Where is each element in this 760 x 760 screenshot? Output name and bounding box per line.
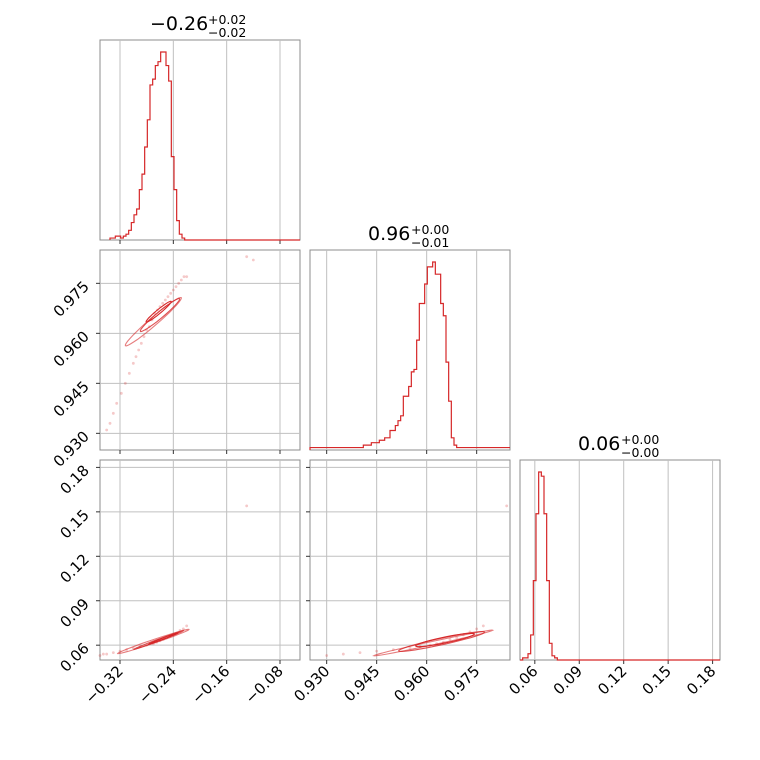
sample-point [475, 627, 479, 631]
x-tick-label: 0.06 [505, 662, 541, 698]
param-1-summary-title: 0.96 [368, 223, 410, 245]
sample-point [131, 361, 135, 365]
sample-point [134, 355, 138, 359]
sample-point [251, 258, 255, 262]
scatter-panel-1-2: 0.930 0.945 0.960 0.975 [290, 459, 511, 705]
sample-point [166, 295, 170, 299]
y-tick-label: 0.960 [50, 327, 93, 370]
y-tick-label: 0.930 [50, 427, 93, 470]
sample-point [375, 649, 379, 653]
x-tick-label: −0.32 [82, 662, 127, 707]
scatter-panel-0-2: −0.32 −0.24 −0.16 −0.080.060.090.120.150.18 [56, 459, 301, 707]
param-1-summary-lower: −0.01 [411, 235, 449, 250]
y-tick-label: 0.06 [56, 639, 92, 675]
y-tick-label: 0.09 [56, 595, 92, 631]
x-tick-label: 0.945 [340, 662, 383, 705]
sample-point [505, 504, 509, 508]
param-0-summary-title: −0.26 [150, 13, 208, 35]
x-tick-label: −0.24 [135, 662, 180, 707]
y-tick-label: 0.975 [50, 277, 93, 320]
sample-point [185, 275, 189, 279]
sample-point [448, 637, 452, 641]
histogram-step-line [109, 51, 300, 241]
x-tick-label: 0.09 [550, 662, 586, 698]
panels-layer: 0.06 0.09 0.12 0.15 0.180.9300.9450.9600.975… [50, 39, 721, 707]
panel-frame [519, 459, 721, 661]
sample-point [358, 651, 362, 654]
sample-point [137, 348, 141, 352]
y-tick-label: 0.12 [56, 550, 92, 586]
sample-point [182, 275, 186, 279]
sample-point [174, 285, 178, 289]
x-tick-label: −0.16 [188, 662, 233, 707]
sample-point [105, 652, 109, 656]
sample-point [108, 421, 112, 425]
sample-point [245, 255, 249, 259]
param-0-summary-lower: −0.02 [208, 25, 246, 40]
sample-point [161, 301, 165, 305]
x-tick-label: 0.12 [594, 662, 630, 698]
histogram-panel-0 [99, 39, 301, 244]
sample-point [171, 288, 175, 292]
sample-point [123, 381, 127, 385]
y-tick-label: 0.15 [56, 506, 92, 542]
histogram-step-line [309, 261, 510, 450]
histogram-panel-2: 0.06 0.09 0.12 0.15 0.18 [505, 459, 721, 698]
sample-point [115, 401, 119, 405]
sample-point [181, 627, 185, 631]
sample-point [163, 298, 167, 302]
sample-point [111, 651, 115, 654]
sample-point [341, 652, 345, 656]
histogram-step-line [520, 471, 720, 661]
sample-point [142, 335, 146, 339]
sample-point [98, 654, 102, 657]
sample-point [127, 371, 131, 375]
sample-point [169, 291, 173, 295]
histogram-panel-1 [309, 249, 511, 454]
param-1-summary-upper: +0.00 [411, 222, 449, 237]
sample-point [185, 624, 189, 628]
y-tick-label: 0.945 [50, 377, 93, 420]
panel-frame [99, 249, 301, 451]
param-2-summary-title: 0.06 [578, 433, 620, 455]
x-tick-label: 0.15 [639, 662, 675, 698]
param-2-summary-upper: +0.00 [621, 432, 659, 447]
sample-point [245, 504, 249, 508]
sample-point [481, 624, 485, 628]
param-0-summary-upper: +0.02 [208, 12, 246, 27]
x-tick-label: 0.960 [390, 662, 433, 705]
panel-frame [309, 459, 511, 661]
sample-point [101, 652, 105, 656]
sample-point [111, 411, 115, 415]
sample-point [177, 281, 181, 285]
sample-point [179, 278, 183, 282]
sample-point [325, 654, 329, 657]
sample-point [119, 391, 123, 395]
param-2-summary-lower: −0.00 [621, 445, 659, 460]
panel-frame [99, 39, 301, 241]
density-contour [372, 629, 495, 657]
sample-point [105, 428, 109, 432]
density-contour [124, 296, 182, 347]
sample-point [139, 341, 143, 345]
x-tick-label: −0.08 [242, 662, 287, 707]
sample-point [455, 636, 459, 640]
x-tick-label: 0.930 [290, 662, 333, 705]
titles-layer: −0.26 +0.02 −0.02 0.96 +0.00 −0.01 0.06 … [150, 12, 659, 460]
x-tick-label: 0.975 [440, 662, 483, 705]
density-contour [116, 628, 190, 655]
scatter-panel-0-1: 0.930 0.945 0.960 0.975 [50, 249, 301, 471]
sample-point [408, 646, 412, 650]
panel-frame [309, 249, 511, 451]
density-contour [397, 631, 486, 652]
panel-frame [99, 459, 301, 661]
x-tick-label: 0.18 [683, 662, 719, 698]
